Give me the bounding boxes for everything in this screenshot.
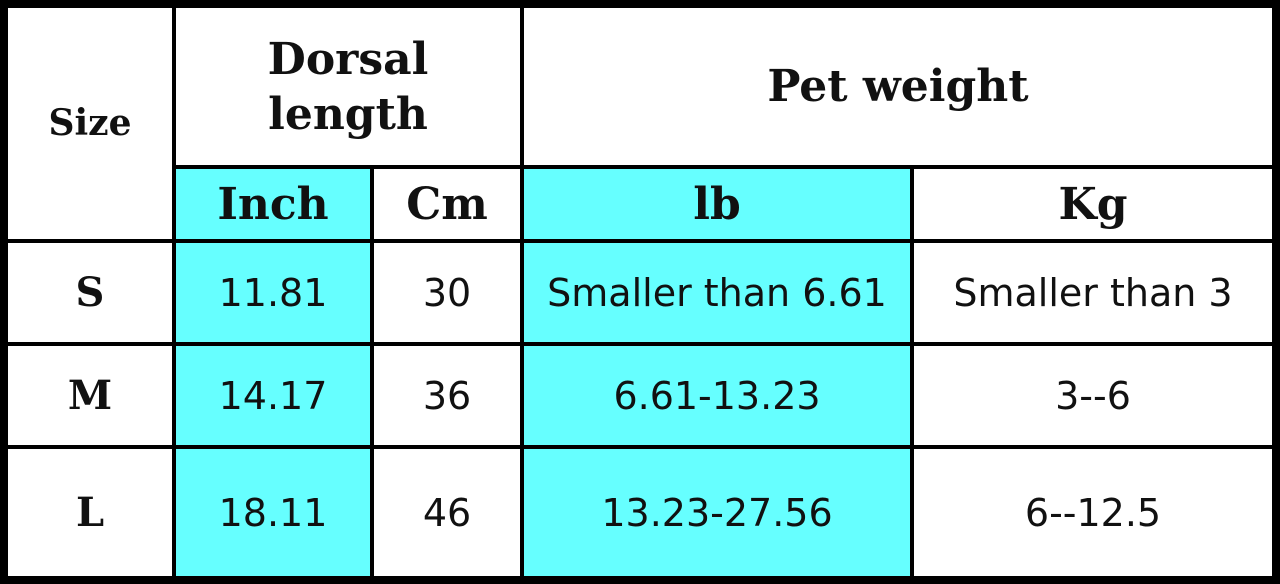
table-cell: 6--12.5 [914,449,1272,576]
row-label: L [8,449,172,576]
row-label: S [8,243,172,342]
table-cell: 11.81 [176,243,370,342]
table-cell: 18.11 [176,449,370,576]
dorsal-length-header: Dorsal length [176,8,520,165]
table-cell: 3--6 [914,346,1272,445]
table-cell: 14.17 [176,346,370,445]
unit-header: Cm [374,169,520,239]
size-header: Size [8,8,172,239]
table-cell: 36 [374,346,520,445]
pet-weight-header: Pet weight [524,8,1272,165]
table-cell: 6.61-13.23 [524,346,910,445]
unit-header: Kg [914,169,1272,239]
table-cell: 13.23-27.56 [524,449,910,576]
table-cell: Smaller than 6.61 [524,243,910,342]
unit-header: lb [524,169,910,239]
table-cell: Smaller than 3 [914,243,1272,342]
unit-header: Inch [176,169,370,239]
row-label: M [8,346,172,445]
table-cell: 30 [374,243,520,342]
table-cell: 46 [374,449,520,576]
